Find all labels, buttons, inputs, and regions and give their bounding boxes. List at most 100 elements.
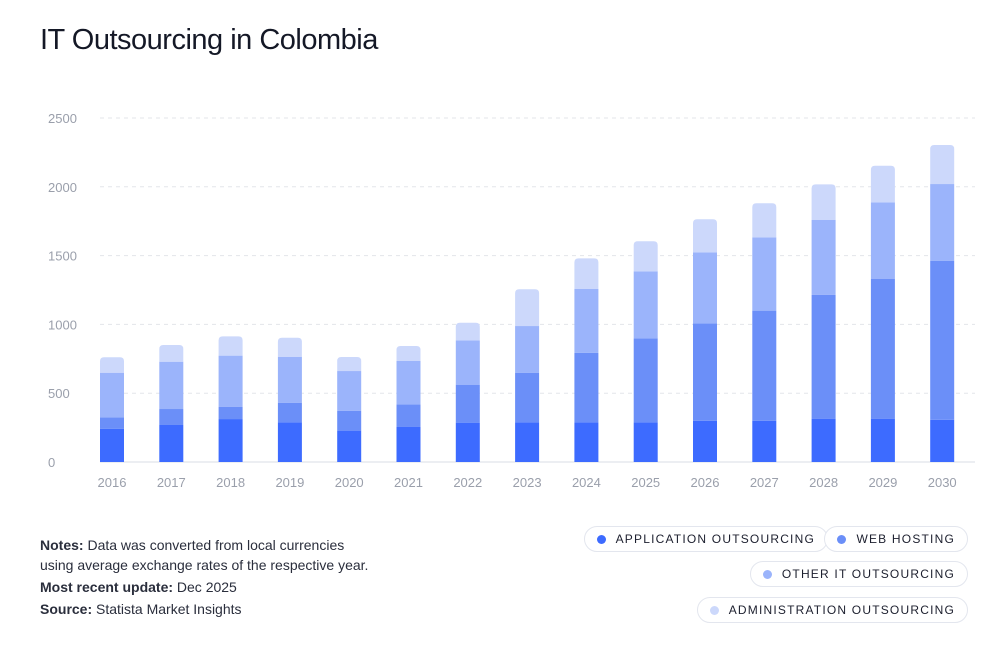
bar-segment — [100, 428, 124, 462]
bar-segment — [396, 361, 421, 405]
bar-segment — [515, 422, 540, 462]
bar-segment — [693, 323, 717, 421]
chart-title: IT Outsourcing in Colombia — [40, 24, 378, 56]
x-tick-label: 2025 — [631, 475, 660, 490]
bar-segment — [870, 278, 895, 419]
legend-item-application-outsourcing[interactable]: APPLICATION OUTSOURCING — [583, 526, 828, 552]
y-tick-label: 1500 — [48, 249, 77, 264]
bar-segment — [870, 202, 895, 279]
bar-segment — [811, 294, 836, 419]
bar-segment — [870, 165, 895, 203]
y-tick-label: 2000 — [48, 180, 77, 195]
bar-segment — [515, 372, 540, 423]
bar-segment — [337, 357, 362, 372]
bar-segment — [693, 252, 717, 324]
stacked-bar-chart: 0 500 1000 1500 2000 2500 2016 2017 2018 2019 2020… — [48, 111, 975, 490]
bar-segment — [218, 355, 243, 407]
notes-text-2: using average exchange rates of the resp… — [40, 557, 369, 573]
bar-segment — [693, 420, 717, 462]
bar-segment — [455, 340, 480, 385]
bar-segment — [752, 203, 777, 238]
y-tick-label: 500 — [48, 386, 70, 401]
bar-segment — [752, 310, 777, 421]
y-tick-label: 1000 — [48, 317, 77, 332]
bar-segment — [633, 241, 658, 272]
bar-segment — [277, 337, 302, 357]
bar-segment — [218, 419, 243, 462]
bar-segment — [218, 406, 243, 420]
bar-segment — [930, 260, 955, 420]
bar-segment — [159, 361, 184, 410]
bar-segment — [574, 288, 599, 353]
legend-label: APPLICATION OUTSOURCING — [615, 532, 815, 546]
legend-item-other-it-outsourcing[interactable]: OTHER IT OUTSOURCING — [749, 561, 968, 587]
update-value: Dec 2025 — [173, 579, 237, 595]
bar-segment — [633, 271, 658, 339]
bar-segment — [515, 289, 540, 327]
bar-segment — [633, 338, 658, 423]
bar-segment — [396, 346, 421, 362]
notes-block: Notes: Data was converted from local cur… — [40, 535, 368, 621]
legend-item-web-hosting[interactable]: WEB HOSTING — [824, 526, 968, 552]
bar-segment — [337, 430, 362, 462]
bar-segment — [752, 420, 777, 462]
bar-segment — [159, 409, 184, 425]
notes-label: Notes: — [40, 537, 84, 553]
legend-dot — [762, 569, 772, 579]
bar-segment — [574, 258, 599, 289]
source-value: Statista Market Insights — [92, 601, 242, 617]
x-tick-label: 2021 — [394, 475, 423, 490]
bar-segment — [811, 418, 836, 462]
x-tick-label: 2019 — [275, 475, 304, 490]
bar-segment — [455, 384, 480, 423]
x-tick-label: 2027 — [750, 475, 779, 490]
bar-segment — [574, 352, 599, 423]
x-tick-label: 2026 — [691, 475, 720, 490]
bar-segment — [218, 336, 243, 356]
legend-dot — [837, 534, 847, 544]
legend-label: OTHER IT OUTSOURCING — [781, 567, 955, 581]
x-tick-label: 2016 — [98, 475, 127, 490]
bar-segment — [633, 422, 658, 462]
bar-segment — [100, 417, 124, 429]
bar-segment — [396, 404, 421, 427]
bar-segment — [277, 422, 302, 462]
bar-segment — [337, 371, 362, 411]
bar-segment — [159, 345, 184, 362]
x-tick-label: 2018 — [216, 475, 245, 490]
update-label: Most recent update: — [40, 579, 174, 595]
legend-label: WEB HOSTING — [856, 532, 955, 546]
x-tick-label: 2024 — [572, 475, 601, 490]
y-tick-label: 0 — [48, 455, 55, 470]
x-tick-label: 2023 — [513, 475, 542, 490]
x-tick-label: 2017 — [157, 475, 186, 490]
bar-segment — [337, 410, 362, 431]
bar-segment — [455, 422, 480, 462]
bar-segment — [455, 322, 480, 341]
x-tick-label: 2020 — [335, 475, 364, 490]
bar-segment — [100, 357, 124, 373]
notes-text: Data was converted from local currencies — [83, 537, 345, 553]
x-tick-label: 2029 — [868, 475, 897, 490]
legend-label: ADMINISTRATION OUTSOURCING — [728, 603, 955, 617]
bar-segment — [277, 356, 302, 403]
source-label: Source: — [40, 601, 93, 617]
x-tick-label: 2022 — [453, 475, 482, 490]
bar-segment — [159, 424, 184, 462]
x-tick-label: 2028 — [809, 475, 838, 490]
y-tick-label: 2500 — [48, 111, 77, 126]
bar-segment — [870, 418, 895, 462]
bar-segment — [515, 326, 540, 373]
x-tick-label: 2030 — [928, 475, 957, 490]
bar-segment — [811, 219, 836, 295]
legend-dot — [709, 605, 719, 615]
bar-segment — [811, 184, 836, 220]
legend-dot — [596, 534, 606, 544]
bar-segment — [100, 372, 124, 418]
bar-segment — [930, 184, 955, 261]
bar-segment — [930, 144, 955, 185]
bar-segment — [396, 426, 421, 462]
bar-segment — [752, 237, 777, 311]
legend-item-administration-outsourcing[interactable]: ADMINISTRATION OUTSOURCING — [696, 597, 968, 623]
bar-segment — [277, 402, 302, 423]
